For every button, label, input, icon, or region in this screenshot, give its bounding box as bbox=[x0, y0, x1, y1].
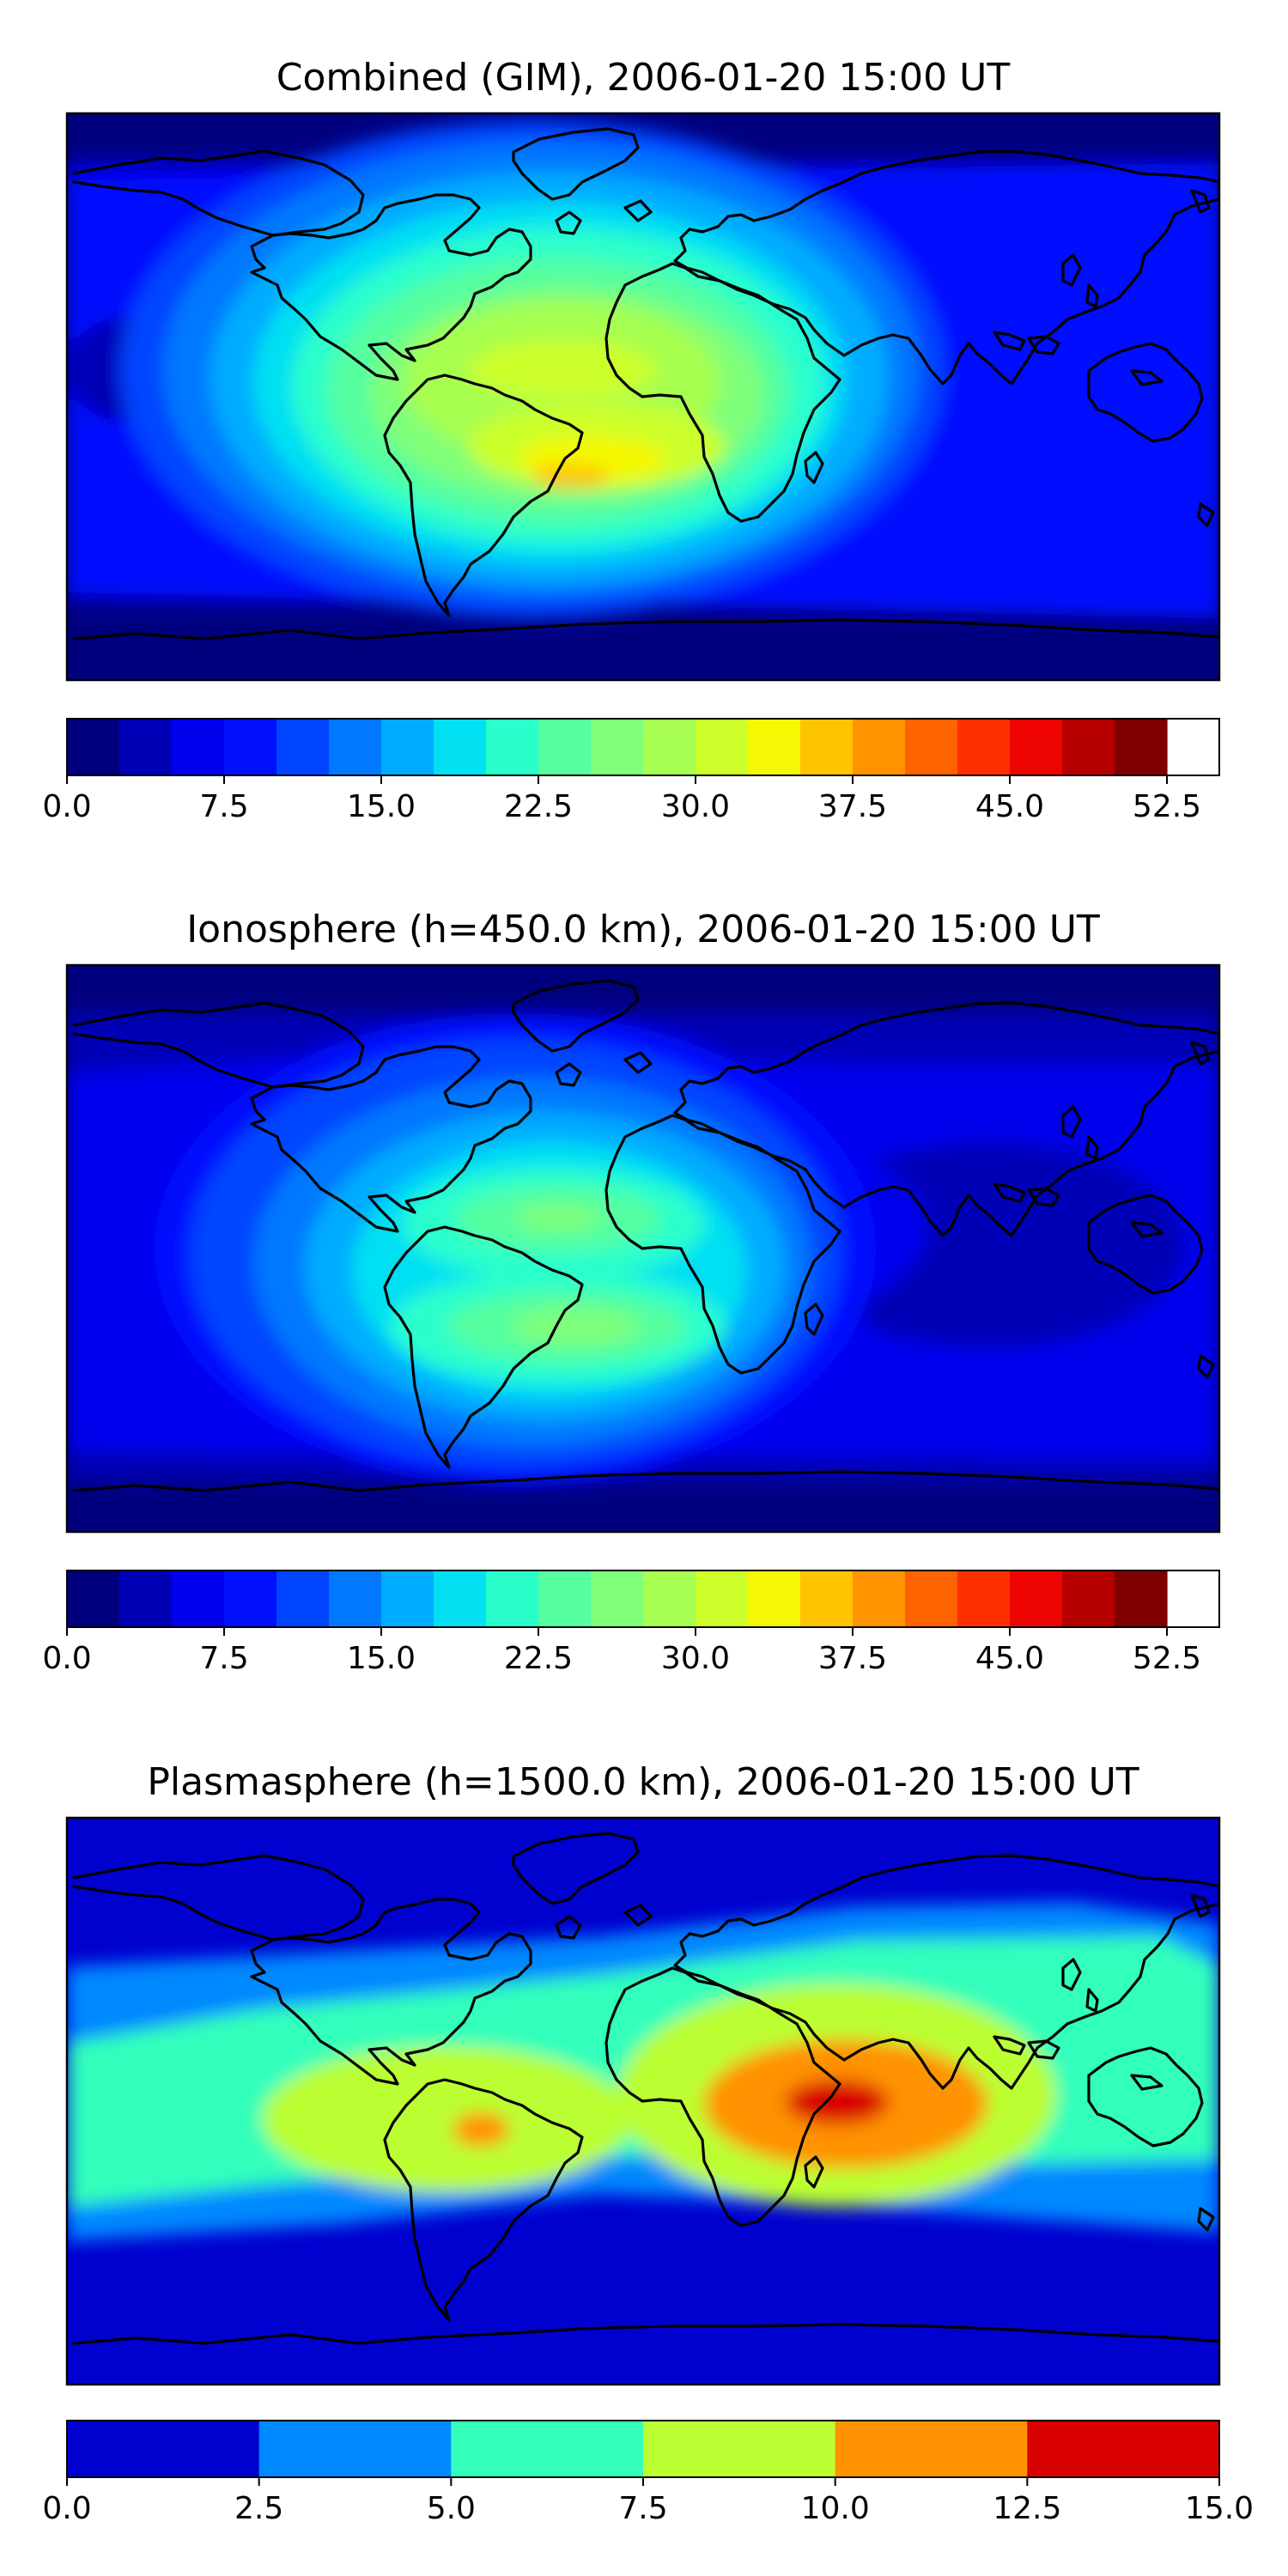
colorbar-level-12 bbox=[696, 1571, 749, 1627]
colorbar-level-2 bbox=[172, 1571, 225, 1627]
colorbar-level-11 bbox=[643, 1571, 696, 1627]
colorbar-frame bbox=[66, 1570, 1220, 1628]
colorbar-level-9 bbox=[538, 1571, 592, 1627]
colorbar-level-0 bbox=[67, 2421, 260, 2477]
map-title-combined: Combined (GIM), 2006-01-20 15:00 UT bbox=[276, 56, 1011, 100]
colorbar-level-0 bbox=[67, 719, 120, 775]
colorbar-tick-label: 45.0 bbox=[975, 789, 1044, 824]
colorbar-level-2 bbox=[172, 719, 225, 775]
colorbar-level-3 bbox=[224, 719, 277, 775]
colorbar-level-10 bbox=[591, 1571, 644, 1627]
colorbar-ionosphere: 0.0 7.5 15.0 22.5 30.0 37.5 45.0 52.5 bbox=[42, 1570, 1220, 1676]
colorbar-level-20 bbox=[1115, 1571, 1168, 1627]
colorbar-level-16 bbox=[905, 719, 958, 775]
colorbar-level-20 bbox=[1115, 719, 1168, 775]
colorbar-level-4 bbox=[835, 2421, 1028, 2477]
colorbar-level-8 bbox=[486, 719, 539, 775]
colorbar-level-5 bbox=[1027, 2421, 1220, 2477]
colorbar-level-19 bbox=[1062, 719, 1115, 775]
colorbar-tick-label: 52.5 bbox=[1133, 1641, 1201, 1676]
colorbar-tick-label: 12.5 bbox=[993, 2491, 1061, 2526]
colorbar-tick-label: 0.0 bbox=[42, 2491, 91, 2526]
map-plasmasphere bbox=[65, 1816, 1221, 2386]
colorbar-tick-label: 22.5 bbox=[504, 789, 573, 824]
colorbar-tick-label: 37.5 bbox=[818, 789, 887, 824]
map-title-plasmasphere: Plasmasphere (h=1500.0 km), 2006-01-20 1… bbox=[147, 1760, 1139, 1804]
colorbar-tick-label: 30.0 bbox=[661, 1641, 730, 1676]
colorbar-tick-label: 2.5 bbox=[234, 2491, 283, 2526]
colorbar-level-17 bbox=[957, 719, 1011, 775]
colorbar-level-8 bbox=[486, 1571, 539, 1627]
colorbar-tick-label: 10.0 bbox=[801, 2491, 870, 2526]
colorbar-frame bbox=[66, 718, 1220, 776]
colorbar-level-14 bbox=[800, 1571, 854, 1627]
colorbar-level-6 bbox=[381, 1571, 434, 1627]
colorbar-tick-label: 0.0 bbox=[42, 1641, 91, 1676]
colorbar-combined: 0.0 7.5 15.0 22.5 30.0 37.5 45.0 52.5 bbox=[42, 718, 1220, 824]
colorbar-level-18 bbox=[1010, 1571, 1063, 1627]
colorbar-level-1 bbox=[119, 1571, 173, 1627]
colorbar-tick-label: 0.0 bbox=[42, 789, 91, 824]
colorbar-level-2 bbox=[451, 2421, 644, 2477]
colorbar-level-15 bbox=[853, 1571, 906, 1627]
colorbar-level-18 bbox=[1010, 719, 1063, 775]
colorbar-tick-label: 7.5 bbox=[199, 789, 248, 824]
colorbar-tick-label: 37.5 bbox=[818, 1641, 887, 1676]
colorbar-plasmasphere: 0.0 2.5 5.0 7.5 10.0 12.5 15.0 bbox=[42, 2420, 1254, 2526]
colorbar-tick-label: 15.0 bbox=[347, 789, 416, 824]
colorbar-level-5 bbox=[329, 719, 382, 775]
colorbar-level-14 bbox=[800, 719, 854, 775]
colorbar-level-7 bbox=[434, 1571, 487, 1627]
colorbar-tick-label: 15.0 bbox=[347, 1641, 416, 1676]
colorbar-level-6 bbox=[381, 719, 434, 775]
colorbar-level-15 bbox=[853, 719, 906, 775]
colorbar-tick-label: 22.5 bbox=[504, 1641, 573, 1676]
colorbar-tick-label: 5.0 bbox=[427, 2491, 476, 2526]
colorbar-tick-label: 45.0 bbox=[975, 1641, 1044, 1676]
colorbar-level-17 bbox=[957, 1571, 1011, 1627]
colorbar-level-9 bbox=[538, 719, 592, 775]
colorbar-level-0 bbox=[67, 1571, 120, 1627]
colorbar-level-3 bbox=[643, 2421, 836, 2477]
colorbar-level-11 bbox=[643, 719, 696, 775]
colorbar-level-3 bbox=[224, 1571, 277, 1627]
colorbar-level-10 bbox=[591, 719, 644, 775]
colorbar-level-5 bbox=[329, 1571, 382, 1627]
colorbar-level-13 bbox=[748, 1571, 801, 1627]
map-combined bbox=[65, 112, 1221, 682]
colorbar-level-1 bbox=[258, 2421, 452, 2477]
map-title-ionosphere: Ionosphere (h=450.0 km), 2006-01-20 15:0… bbox=[186, 908, 1100, 951]
colorbar-tick-label: 52.5 bbox=[1133, 789, 1201, 824]
colorbar-level-19 bbox=[1062, 1571, 1115, 1627]
colorbar-level-4 bbox=[276, 719, 330, 775]
colorbar-level-12 bbox=[696, 719, 749, 775]
colorbar-level-7 bbox=[434, 719, 487, 775]
colorbar-level-16 bbox=[905, 1571, 958, 1627]
colorbar-level-4 bbox=[276, 1571, 330, 1627]
colorbar-level-13 bbox=[748, 719, 801, 775]
colorbar-tick-label: 7.5 bbox=[199, 1641, 248, 1676]
colorbar-tick-label: 30.0 bbox=[661, 789, 730, 824]
colorbar-tick-label: 7.5 bbox=[618, 2491, 667, 2526]
colorbar-level-1 bbox=[119, 719, 173, 775]
map-ionosphere bbox=[65, 963, 1221, 1534]
colorbar-tick-label: 15.0 bbox=[1185, 2491, 1254, 2526]
